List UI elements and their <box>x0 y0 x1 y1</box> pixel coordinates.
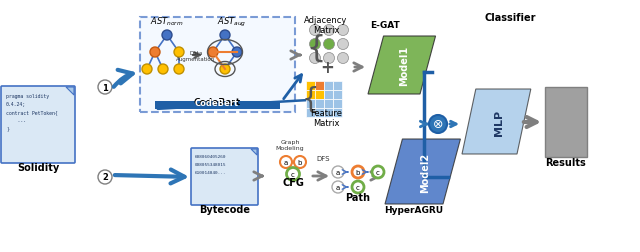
Polygon shape <box>368 37 436 94</box>
Text: Graph
Modeling: Graph Modeling <box>276 140 304 150</box>
Text: Model1: Model1 <box>399 46 409 86</box>
Text: a: a <box>336 184 340 190</box>
Bar <box>545 88 587 158</box>
Bar <box>333 109 342 117</box>
Text: b: b <box>356 169 360 175</box>
Text: 008055348015: 008055348015 <box>195 162 227 166</box>
Circle shape <box>220 65 230 75</box>
Bar <box>315 109 324 117</box>
Text: c: c <box>376 169 380 175</box>
Text: MLP: MLP <box>495 109 504 135</box>
Bar <box>315 82 324 91</box>
Bar <box>306 91 315 100</box>
Circle shape <box>208 48 218 58</box>
Text: a: a <box>284 159 288 165</box>
Text: 0.4.24;: 0.4.24; <box>6 102 26 107</box>
Bar <box>324 82 333 91</box>
Circle shape <box>429 115 447 134</box>
Circle shape <box>352 181 364 193</box>
Text: {: { <box>306 33 325 62</box>
Text: CodeBert: CodeBert <box>193 98 241 107</box>
Text: pragma solidity: pragma solidity <box>6 94 49 99</box>
Text: 2: 2 <box>102 173 108 182</box>
Circle shape <box>220 31 230 41</box>
Circle shape <box>337 39 349 50</box>
Circle shape <box>323 39 335 50</box>
Text: ...: ... <box>6 117 26 122</box>
Circle shape <box>294 156 306 168</box>
Text: 608060405260: 608060405260 <box>195 154 227 158</box>
Bar <box>324 109 333 117</box>
Circle shape <box>158 65 168 75</box>
Text: CodeBert: CodeBert <box>195 99 239 108</box>
Text: {: { <box>302 86 319 114</box>
Circle shape <box>287 168 300 181</box>
Text: contract PetToken{: contract PetToken{ <box>6 110 58 115</box>
FancyBboxPatch shape <box>1 87 75 163</box>
FancyBboxPatch shape <box>191 148 258 205</box>
Text: ⊗: ⊗ <box>433 118 444 131</box>
Bar <box>315 91 324 100</box>
Text: b: b <box>298 159 302 165</box>
Circle shape <box>310 39 321 50</box>
Polygon shape <box>385 139 460 204</box>
Circle shape <box>337 53 349 64</box>
Text: Feature
Matrix: Feature Matrix <box>310 108 342 128</box>
Text: Data
Augmentation: Data Augmentation <box>177 51 216 62</box>
Text: E-GAT: E-GAT <box>370 21 400 30</box>
Text: Bytecode: Bytecode <box>199 204 250 214</box>
Circle shape <box>142 65 152 75</box>
Text: }: } <box>6 125 9 131</box>
Circle shape <box>174 48 184 58</box>
Circle shape <box>352 166 364 178</box>
Circle shape <box>98 170 112 184</box>
Bar <box>333 82 342 91</box>
Text: +: + <box>320 59 334 77</box>
Bar <box>333 100 342 109</box>
Circle shape <box>337 25 349 36</box>
Bar <box>306 82 315 91</box>
Circle shape <box>323 53 335 64</box>
Text: HyperAGRU: HyperAGRU <box>385 205 444 214</box>
Circle shape <box>174 65 184 75</box>
Circle shape <box>310 53 321 64</box>
Text: Model2: Model2 <box>420 152 429 192</box>
Circle shape <box>332 181 344 193</box>
Circle shape <box>150 48 160 58</box>
Text: c: c <box>356 184 360 190</box>
Circle shape <box>310 25 321 36</box>
Polygon shape <box>462 90 531 154</box>
Text: 610014040...: 610014040... <box>195 170 227 174</box>
Polygon shape <box>251 149 257 155</box>
Bar <box>306 100 315 109</box>
Text: $AST_{norm}$: $AST_{norm}$ <box>150 15 184 27</box>
Polygon shape <box>66 88 74 96</box>
Text: Results: Results <box>546 158 586 167</box>
Circle shape <box>372 166 384 178</box>
Bar <box>306 109 315 117</box>
Bar <box>333 91 342 100</box>
Circle shape <box>332 166 344 178</box>
Circle shape <box>98 81 112 94</box>
FancyBboxPatch shape <box>140 18 295 113</box>
Circle shape <box>280 156 292 168</box>
Bar <box>315 100 324 109</box>
Text: Adjacency
Matrix: Adjacency Matrix <box>304 16 348 35</box>
Text: a: a <box>336 169 340 175</box>
Text: 1: 1 <box>102 83 108 92</box>
Text: CFG: CFG <box>282 177 304 187</box>
Bar <box>324 91 333 100</box>
Text: DFS: DFS <box>316 155 330 161</box>
Text: Classifier: Classifier <box>484 13 536 23</box>
Circle shape <box>232 48 242 58</box>
FancyBboxPatch shape <box>155 102 280 110</box>
Circle shape <box>323 25 335 36</box>
Text: Path: Path <box>346 192 371 202</box>
Bar <box>324 100 333 109</box>
Text: c: c <box>291 171 295 177</box>
Text: $AST_{aug}$: $AST_{aug}$ <box>218 15 246 28</box>
Text: Solidity: Solidity <box>17 162 59 172</box>
Circle shape <box>162 31 172 41</box>
